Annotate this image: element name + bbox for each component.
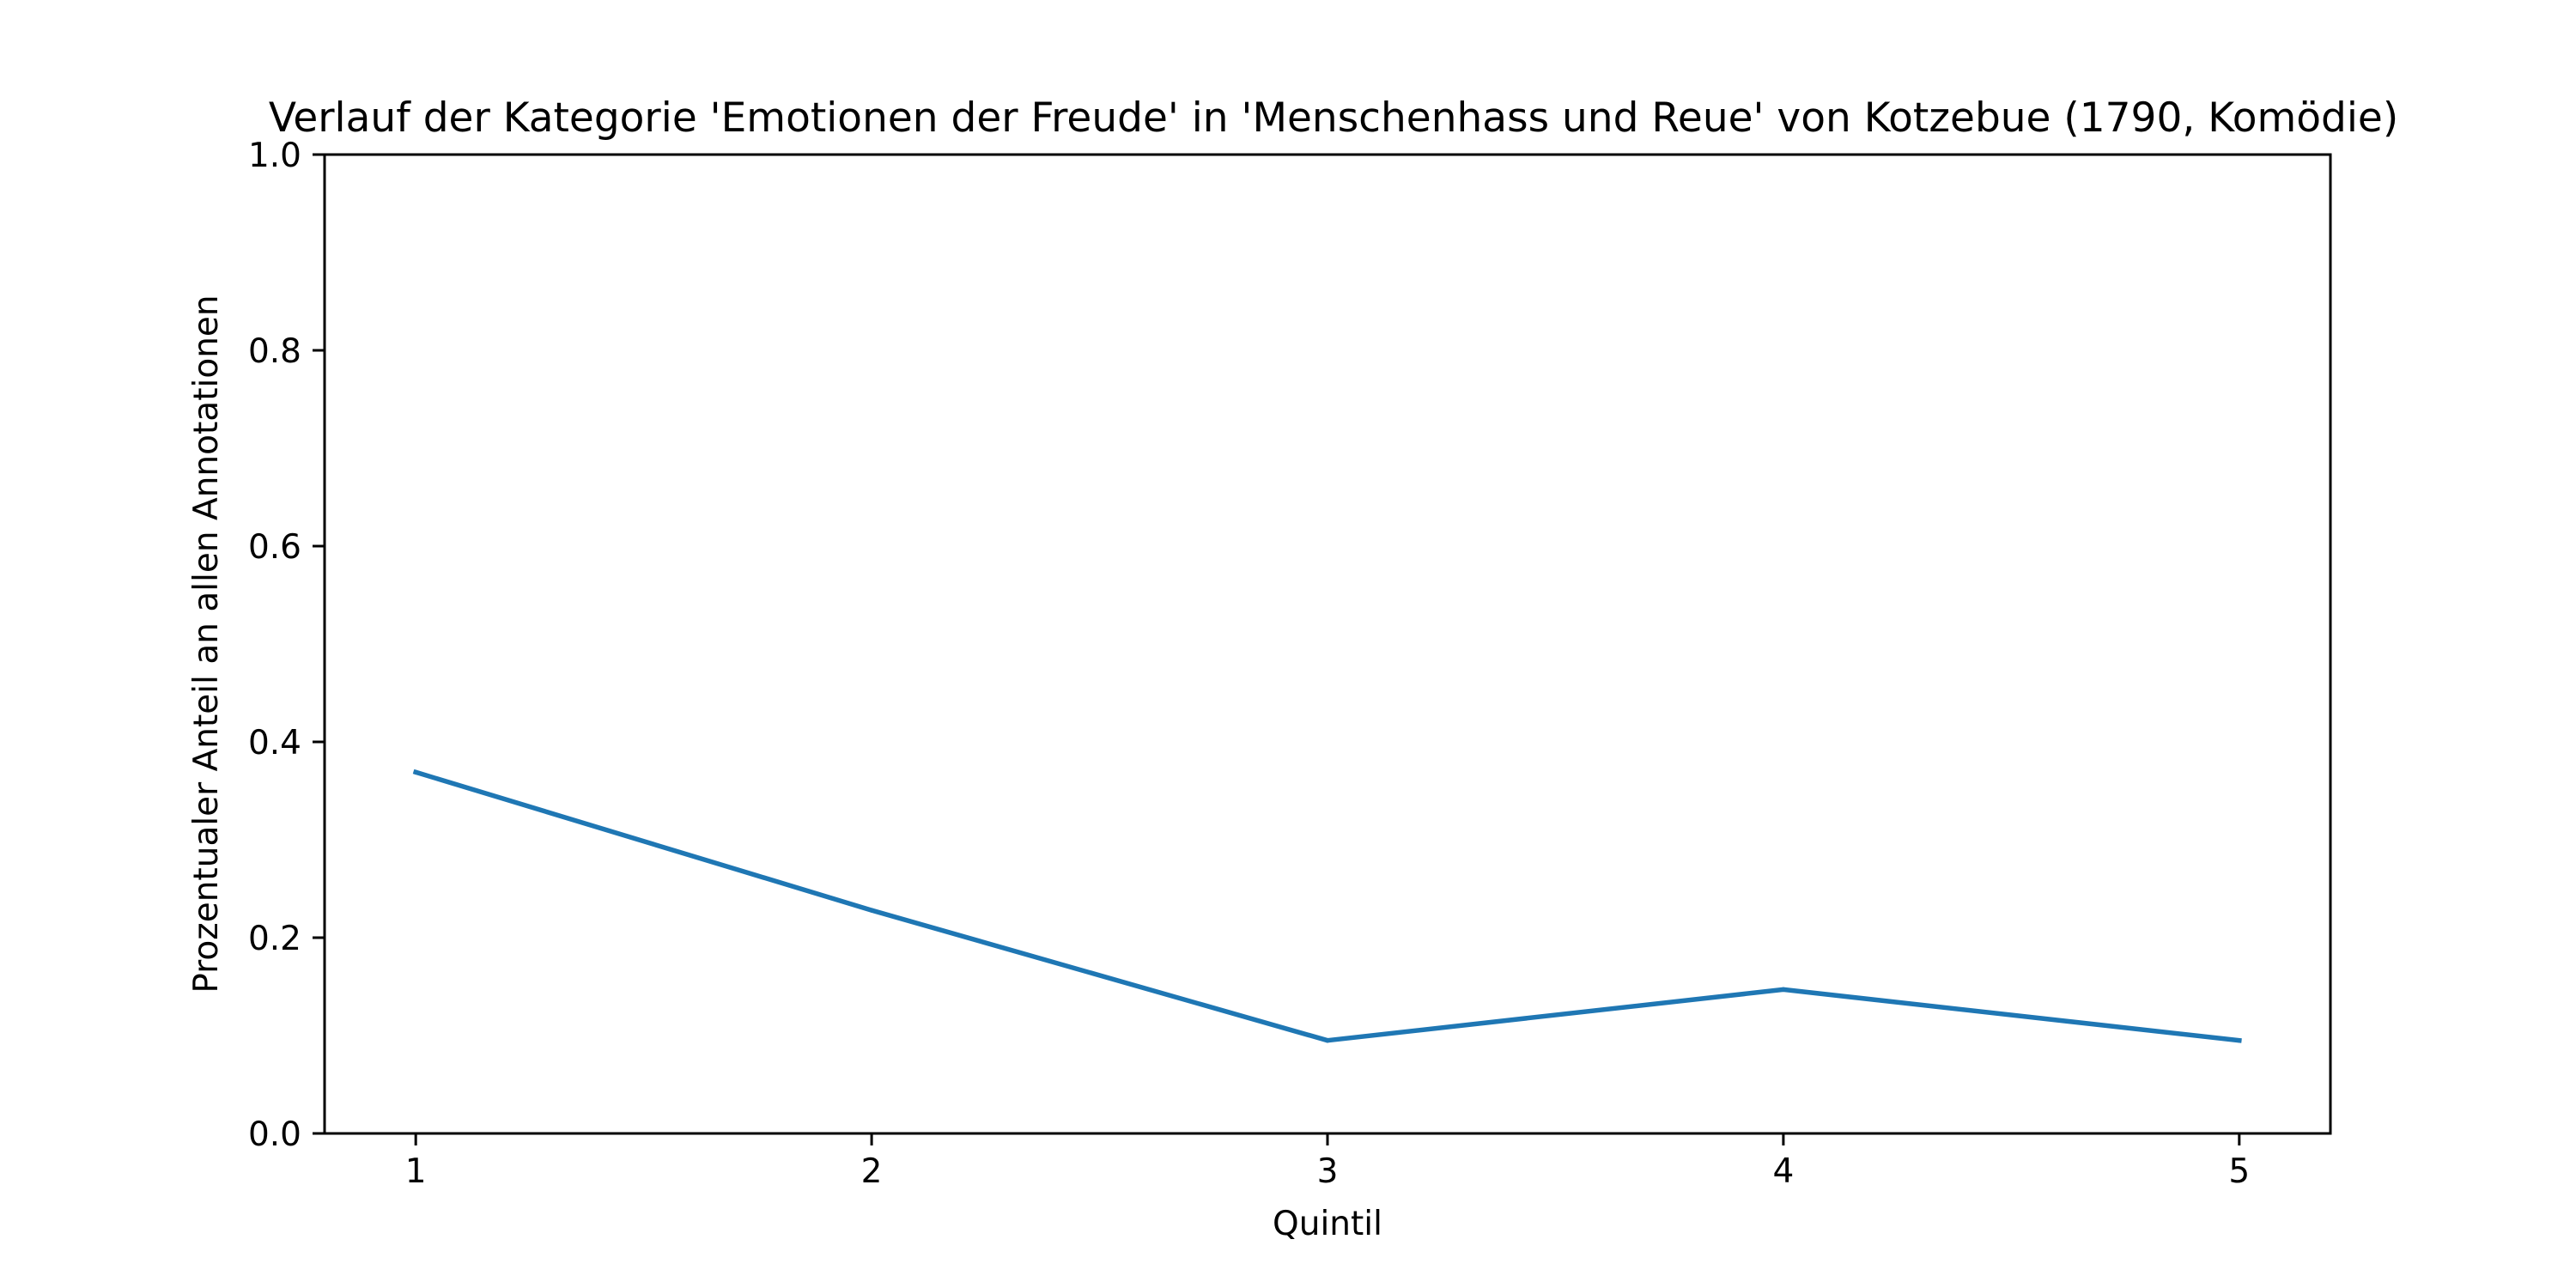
x-tick-label: 1: [405, 1152, 427, 1191]
y-tick-label: 0.6: [248, 528, 301, 567]
data-point-5: [2237, 1037, 2242, 1043]
data-point-4: [1781, 987, 1786, 993]
y-tick-label: 1.0: [248, 137, 301, 175]
y-tick-label: 0.8: [248, 332, 301, 371]
x-tick-label: 2: [861, 1152, 883, 1191]
y-tick-label: 0.4: [248, 724, 301, 762]
chart-title: Verlauf der Kategorie 'Emotionen der Fre…: [269, 94, 2398, 142]
x-tick-label: 3: [1317, 1152, 1339, 1191]
x-tick-label: 4: [1772, 1152, 1794, 1191]
data-point-1: [413, 769, 418, 775]
data-point-3: [1325, 1037, 1330, 1043]
x-tick-label: 5: [2228, 1152, 2250, 1191]
y-axis-title: Prozentualer Anteil an allen Annotatione…: [187, 295, 226, 993]
y-tick-label: 0.0: [248, 1115, 301, 1154]
data-point-2: [869, 908, 874, 913]
y-tick-label: 0.2: [248, 920, 301, 958]
y-axis: 0.0 0.2 0.4 0.6 0.8 1.0: [248, 137, 325, 1154]
data-points: [413, 769, 2242, 1043]
x-axis-title: Quintil: [1273, 1205, 1382, 1243]
x-axis: 1 2 3 4 5: [405, 1133, 2250, 1191]
